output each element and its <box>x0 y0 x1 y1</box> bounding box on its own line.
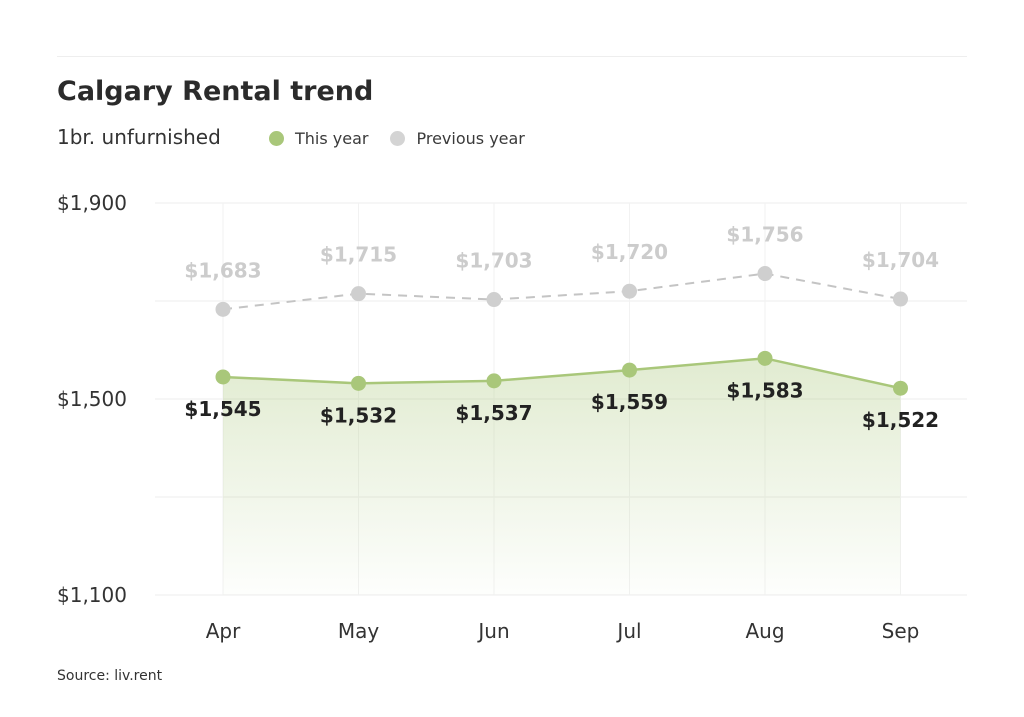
this-year-point <box>215 369 231 385</box>
this-year-data-label: $1,532 <box>320 403 397 427</box>
top-divider <box>57 56 967 57</box>
previous-year-point <box>757 266 773 282</box>
legend-label-previous-year: Previous year <box>416 128 525 148</box>
x-tick-label: Sep <box>882 619 920 643</box>
previous-year-point <box>893 291 908 307</box>
x-tick-label: Jul <box>615 619 641 643</box>
legend-item-previous-year: Previous year <box>390 128 525 148</box>
x-tick-label: Apr <box>206 619 241 643</box>
this-year-line <box>222 357 901 390</box>
legend: This year Previous year <box>269 126 547 150</box>
this-year-data-label: $1,559 <box>591 390 668 414</box>
y-tick-label: $1,500 <box>57 387 127 411</box>
previous-year-data-label: $1,683 <box>184 258 261 282</box>
this-year-data-label: $1,583 <box>726 378 803 402</box>
y-tick-label: $1,100 <box>57 583 127 607</box>
this-year-data-label: $1,537 <box>455 401 532 425</box>
previous-year-point <box>486 292 502 308</box>
previous-year-point <box>215 301 231 317</box>
y-tick-label: $1,900 <box>57 191 127 215</box>
previous-year-point <box>351 286 366 302</box>
this-year-point <box>757 350 773 366</box>
previous-year-line <box>222 272 901 311</box>
legend-label-this-year: This year <box>295 128 369 148</box>
legend-swatch-previous-year <box>390 130 406 146</box>
x-tick-label: May <box>338 619 380 643</box>
previous-year-data-label: $1,756 <box>726 223 803 247</box>
previous-year-point <box>622 283 637 299</box>
this-year-point <box>486 373 502 389</box>
previous-year-data-label: $1,715 <box>320 243 397 267</box>
this-year-point <box>893 380 908 396</box>
this-year-point <box>622 362 637 378</box>
this-year-area <box>223 358 901 595</box>
chart-subtitle: 1br. unfurnished <box>57 125 221 149</box>
this-year-point <box>351 375 366 391</box>
x-tick-label: Aug <box>745 619 784 643</box>
this-year-data-label: $1,522 <box>862 408 939 432</box>
previous-year-data-label: $1,720 <box>591 240 668 264</box>
legend-swatch-this-year <box>269 130 284 146</box>
chart-title: Calgary Rental trend <box>57 76 374 107</box>
source-note: Source: liv.rent <box>57 668 163 684</box>
x-tick-label: Jun <box>476 619 509 643</box>
this-year-data-label: $1,545 <box>184 397 261 421</box>
previous-year-data-label: $1,703 <box>455 249 532 273</box>
previous-year-data-label: $1,704 <box>862 248 939 272</box>
legend-item-this-year: This year <box>269 129 368 148</box>
